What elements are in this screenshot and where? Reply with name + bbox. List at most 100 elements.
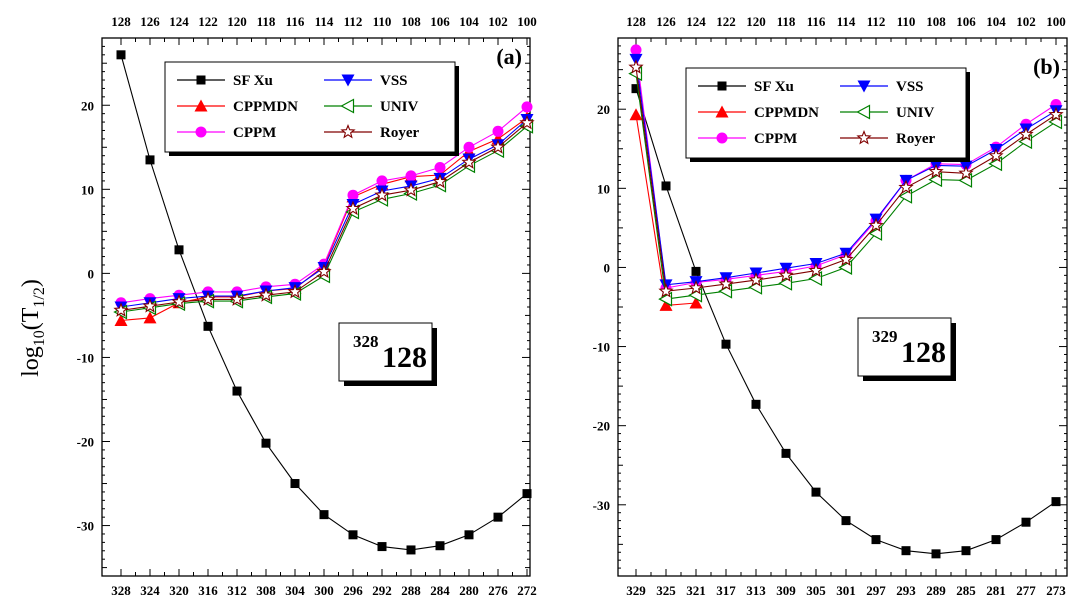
data-point — [464, 530, 474, 540]
data-point — [492, 125, 504, 137]
y-tick-label: 20 — [81, 98, 94, 113]
legend-marker — [194, 99, 208, 112]
data-point — [629, 108, 643, 121]
data-point — [808, 262, 824, 278]
data-point — [405, 170, 417, 182]
legend-label: UNIV — [380, 99, 419, 115]
series-royer — [113, 114, 535, 317]
data-point — [287, 283, 303, 299]
x-tick-label: 325 — [656, 583, 676, 598]
panel-a: 3281283241263201243161223121203081183041… — [77, 14, 537, 598]
data-point — [174, 245, 184, 255]
data-point — [432, 173, 448, 189]
data-point — [778, 267, 794, 282]
x-tick-label: 276 — [488, 583, 508, 598]
x-tick-label: 329 — [626, 583, 646, 598]
top-tick-label: 104 — [986, 14, 1006, 29]
legend-label: CPPMDN — [754, 105, 819, 121]
legend-marker — [341, 74, 355, 87]
x-tick-label: 313 — [746, 583, 766, 598]
data-point — [348, 530, 358, 540]
x-tick-label: 301 — [836, 583, 856, 598]
nucleus-frame — [857, 317, 952, 377]
legend-item: CPPMDN — [698, 105, 819, 121]
data-point — [811, 487, 821, 497]
y-tick-label: 0 — [88, 266, 95, 281]
legend-marker — [716, 132, 728, 144]
data-point — [691, 266, 701, 276]
top-tick-label: 108 — [926, 14, 946, 29]
series-cppmdn — [629, 108, 703, 311]
top-tick-label: 118 — [257, 14, 276, 29]
top-tick-label: 116 — [807, 14, 826, 29]
top-tick-label: 118 — [777, 14, 796, 29]
legend-item: SF Xu — [698, 79, 794, 95]
data-point — [1051, 497, 1061, 507]
legend-item: CPPMDN — [177, 99, 298, 115]
top-tick-label: 124 — [686, 14, 706, 29]
top-tick-label: 104 — [459, 14, 479, 29]
legend-item: CPPM — [177, 125, 276, 141]
x-tick-label: 321 — [686, 583, 706, 598]
data-point — [145, 155, 155, 165]
data-point — [406, 545, 416, 555]
legend-marker — [340, 98, 355, 114]
data-point — [931, 549, 941, 559]
data-point — [229, 291, 245, 306]
data-point — [658, 283, 674, 298]
data-point — [290, 479, 300, 489]
x-tick-label: 292 — [372, 583, 392, 598]
top-tick-label: 126 — [656, 14, 676, 29]
y-tick-label: -20 — [593, 419, 610, 434]
x-tick-label: 304 — [285, 583, 305, 598]
data-point — [871, 535, 881, 545]
panel-b: 3291283251263211243171223131203091183051… — [593, 14, 1068, 598]
data-point — [374, 187, 390, 202]
data-point — [1021, 517, 1031, 527]
legend-label: Royer — [380, 125, 419, 141]
legend-label: CPPM — [754, 131, 797, 147]
data-point — [522, 489, 532, 499]
top-tick-label: 106 — [956, 14, 976, 29]
legend: SF Xu VSS CPPMDN UNIV CPPM Royer — [685, 67, 970, 162]
x-tick-label: 324 — [140, 583, 160, 598]
y-tick-label: -30 — [593, 498, 610, 513]
data-point — [781, 448, 791, 458]
x-tick-label: 277 — [1016, 583, 1036, 598]
legend-marker — [857, 80, 871, 93]
data-point — [519, 114, 535, 130]
x-tick-label: 280 — [459, 583, 479, 598]
data-point — [1018, 126, 1034, 142]
data-point — [200, 291, 216, 306]
data-point — [203, 321, 213, 331]
legend-item: UNIV — [840, 104, 935, 121]
top-tick-label: 124 — [169, 14, 189, 29]
legend-label: VSS — [380, 73, 408, 89]
data-point — [493, 512, 503, 522]
top-tick-label: 120 — [746, 14, 766, 29]
data-point — [463, 141, 475, 153]
legend-box — [685, 67, 967, 159]
data-point — [868, 217, 884, 232]
data-point — [114, 313, 128, 326]
data-point — [113, 302, 129, 317]
x-tick-label: 328 — [111, 583, 131, 598]
x-tick-label: 272 — [517, 583, 537, 598]
top-tick-label: 128 — [111, 14, 131, 29]
data-point — [258, 287, 274, 302]
legend-label: UNIV — [896, 105, 935, 121]
top-tick-label: 120 — [227, 14, 247, 29]
x-tick-label: 317 — [716, 583, 736, 598]
x-tick-label: 312 — [227, 583, 247, 598]
data-point — [434, 161, 446, 173]
nucleus-symbol: 128 — [382, 341, 427, 374]
y-tick-label: -10 — [593, 340, 610, 355]
legend-marker — [715, 105, 729, 118]
legend-label: CPPMDN — [233, 99, 298, 115]
panel-label: (a) — [496, 44, 522, 69]
data-point — [232, 386, 242, 396]
legend-marker — [340, 123, 356, 139]
nucleus-mass: 329 — [872, 327, 898, 346]
x-tick-label: 293 — [896, 583, 916, 598]
data-point — [688, 279, 704, 295]
